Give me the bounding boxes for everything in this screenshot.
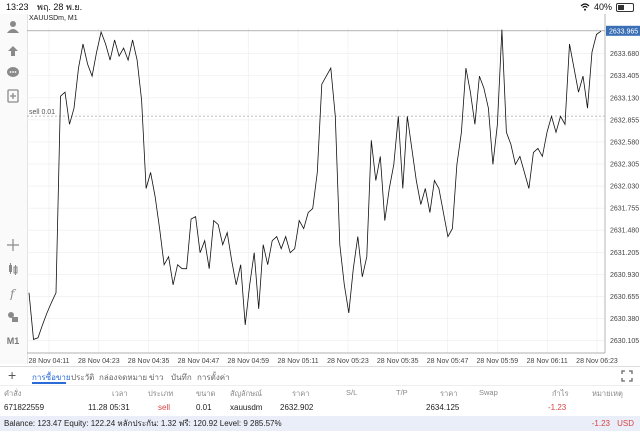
chat-icon[interactable]: [4, 64, 22, 82]
order-current-price: 2634.125: [426, 403, 460, 412]
status-time: 13:23: [6, 2, 29, 12]
balance-summary: Balance: 123.47 Equity: 122.24 หลักประกั…: [4, 419, 282, 428]
header-current-price: ราคา: [440, 389, 458, 398]
current-price-tag-label: 2633.965: [609, 28, 638, 35]
tab-history[interactable]: ประวัติ: [71, 373, 95, 382]
header-volume: ขนาด: [196, 389, 216, 398]
header-comment: หมายเหตุ: [592, 389, 623, 398]
add-icon[interactable]: +: [8, 367, 17, 383]
order-time: 11.28 05:31: [88, 403, 130, 412]
orders-table-header: คำสั่ง เวลา ประเภท ขนาด สัญลักษณ์ ราคา S…: [0, 386, 640, 400]
order-open-price: 2632.902: [280, 403, 314, 412]
status-bar: 13:23 พฤ. 28 พ.ย. 40%: [0, 0, 640, 14]
tab-mailbox[interactable]: กล่องจดหมาย: [99, 373, 148, 382]
chart-symbol: XAUUSDm, M1: [29, 15, 78, 22]
battery-percent: 40%: [593, 2, 612, 12]
table-row[interactable]: 671822559 11.28 05:31 sell 0.01 xauusdm …: [0, 401, 640, 415]
y-tick-label: 2632.580: [610, 139, 639, 146]
order-volume: 0.01: [196, 403, 212, 412]
left-toolbar: f M1: [0, 14, 28, 364]
header-swap: Swap: [479, 388, 498, 397]
x-tick-label: 28 Nov 04:59: [227, 358, 269, 365]
expand-icon[interactable]: [620, 369, 634, 383]
x-tick-label: 28 Nov 05:23: [327, 358, 369, 365]
tab-settings[interactable]: การตั้งค่า: [197, 373, 230, 382]
y-tick-label: 2630.930: [610, 272, 639, 279]
x-tick-label: 28 Nov 04:47: [178, 358, 220, 365]
header-tp: T/P: [396, 388, 408, 397]
indicators-icon[interactable]: [4, 260, 22, 278]
price-chart[interactable]: 2633.680 2633.405 2633.130 2632.855 2632.580…: [27, 14, 640, 366]
status-date: พฤ. 28 พ.ย.: [37, 2, 83, 12]
sell-line-label: sell 0.01: [29, 109, 56, 116]
x-tick-label: 28 Nov 04:35: [128, 358, 170, 365]
active-tab-indicator: [32, 382, 66, 384]
x-tick-label: 28 Nov 05:35: [377, 358, 419, 365]
header-sl: S/L: [346, 388, 358, 397]
x-tick-label: 28 Nov 05:11: [278, 358, 319, 365]
shapes-icon[interactable]: [4, 308, 22, 326]
x-tick-label: 28 Nov 04:11: [28, 358, 69, 365]
header-symbol: สัญลักษณ์: [230, 389, 263, 398]
tab-news[interactable]: ข่าว: [149, 373, 164, 382]
x-tick-label: 28 Nov 04:23: [78, 358, 120, 365]
y-tick-label: 2632.855: [610, 117, 639, 124]
y-tick-label: 2633.130: [610, 95, 639, 102]
battery-icon: [616, 2, 634, 12]
tab-journal[interactable]: บันทึก: [171, 373, 192, 382]
account-currency: USD: [617, 419, 634, 428]
order-symbol: xauusdm: [230, 403, 263, 412]
y-tick-label: 2631.480: [610, 228, 639, 235]
add-chart-icon[interactable]: [4, 87, 22, 105]
wifi-icon: [580, 3, 590, 11]
price-series-line: [28, 29, 602, 340]
header-order: คำสั่ง: [4, 389, 22, 398]
y-tick-label: 2631.205: [610, 250, 639, 257]
y-tick-label: 2632.030: [610, 184, 639, 191]
tab-trade[interactable]: การซื้อขาย: [32, 373, 71, 382]
crosshair-icon[interactable]: [4, 236, 22, 254]
terminal-tab-bar: + การซื้อขาย ประวัติ กล่องจดหมาย ข่าว บั…: [0, 366, 640, 386]
x-tick-label: 28 Nov 05:47: [427, 358, 469, 365]
total-profit: -1.23: [591, 419, 610, 428]
function-icon[interactable]: f: [4, 284, 22, 302]
header-type: ประเภท: [148, 389, 174, 398]
order-profit: -1.23: [548, 403, 567, 412]
y-tick-label: 2633.680: [610, 51, 639, 58]
svg-text:f: f: [9, 287, 17, 300]
y-tick-label: 2632.305: [610, 162, 639, 169]
y-tick-label: 2630.655: [610, 294, 639, 301]
x-tick-label: 28 Nov 05:59: [477, 358, 519, 365]
profile-icon[interactable]: [4, 18, 22, 36]
header-time: เวลา: [112, 389, 128, 398]
order-id: 671822559: [4, 403, 45, 412]
order-type: sell: [158, 403, 171, 412]
balance-bar: Balance: 123.47 Equity: 122.24 หลักประกั…: [0, 416, 640, 431]
x-tick-label: 28 Nov 06:23: [576, 358, 618, 365]
y-tick-label: 2633.405: [610, 73, 639, 80]
header-profit: กำไร: [552, 389, 569, 398]
current-price-tag: [606, 25, 640, 36]
y-tick-label: 2630.380: [610, 316, 639, 323]
y-tick-label: 2630.105: [610, 338, 639, 345]
objects-icon[interactable]: [4, 42, 22, 60]
timeframe-button[interactable]: M1: [6, 336, 20, 346]
header-price: ราคา: [292, 389, 310, 398]
x-tick-label: 28 Nov 06:11: [527, 358, 568, 365]
y-tick-label: 2631.755: [610, 206, 639, 213]
